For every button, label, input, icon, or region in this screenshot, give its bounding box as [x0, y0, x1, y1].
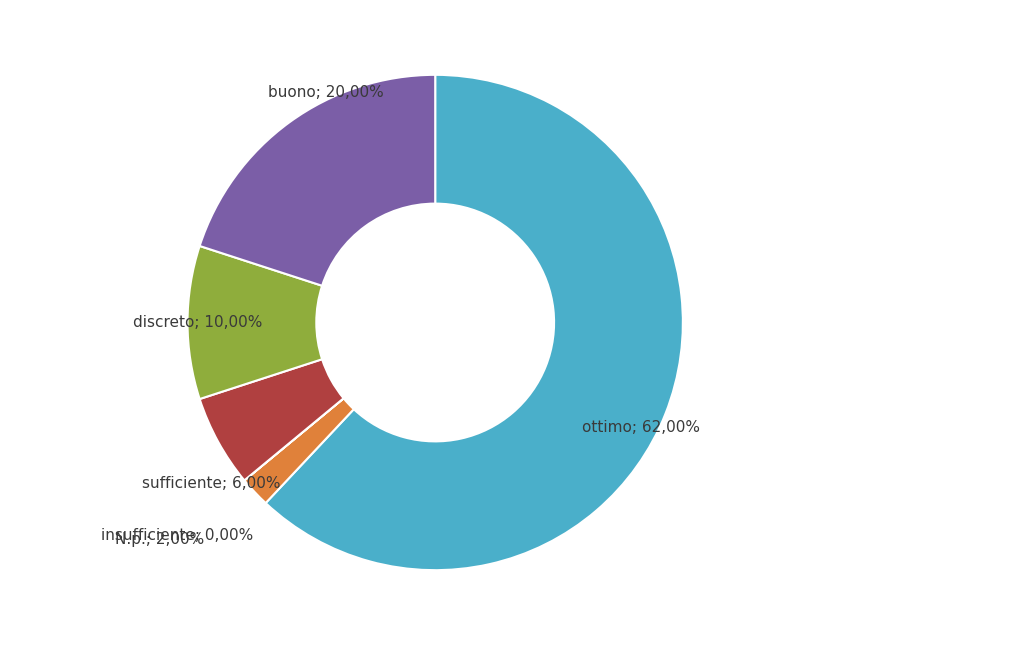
Wedge shape	[245, 398, 354, 503]
Text: discreto; 10,00%: discreto; 10,00%	[133, 315, 262, 330]
Text: sufficiente; 6,00%: sufficiente; 6,00%	[142, 476, 281, 491]
Text: insufficiente; 0,00%: insufficiente; 0,00%	[101, 528, 254, 543]
Wedge shape	[245, 398, 344, 481]
Wedge shape	[187, 246, 323, 399]
Text: buono; 20,00%: buono; 20,00%	[268, 84, 384, 99]
Wedge shape	[265, 75, 683, 570]
Text: N.p.; 2,00%: N.p.; 2,00%	[115, 532, 204, 547]
Wedge shape	[200, 75, 435, 286]
Wedge shape	[200, 359, 344, 481]
Text: ottimo; 62,00%: ottimo; 62,00%	[582, 420, 700, 435]
